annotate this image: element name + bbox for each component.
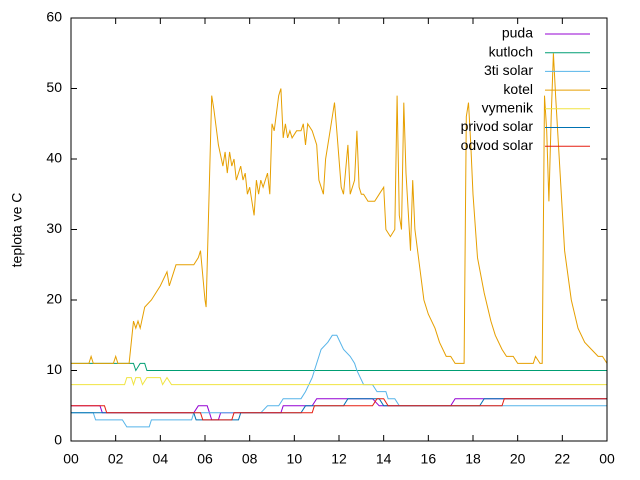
series-line [71,334,607,428]
x-tick-label: 06 [197,451,213,467]
x-tick-label: 00 [599,451,615,467]
legend-label: odvod solar [461,137,534,153]
x-tick-label: 14 [376,451,392,467]
x-tick-label: 04 [153,451,169,467]
legend-label: 3ti solar [484,62,533,78]
x-tick-label: 20 [510,451,526,467]
y-tick-label: 40 [46,150,62,166]
x-tick-label: 18 [465,451,481,467]
series-line [71,376,607,387]
legend-label: privod solar [461,118,534,134]
y-tick-label: 10 [46,361,62,377]
x-tick-label: 02 [108,451,124,467]
x-tick-label: 12 [331,451,347,467]
series-line [71,53,608,364]
y-tick-label: 0 [54,432,62,448]
legend-label: puda [502,25,533,41]
x-tick-label: 22 [555,451,571,467]
x-tick-label: 10 [287,451,303,467]
series-line [71,398,607,421]
y-tick-label: 50 [46,79,62,95]
plot-border [70,17,608,442]
series-line [71,398,607,421]
x-tick-label: 08 [242,451,258,467]
y-tick-label: 60 [46,9,62,25]
legend-label: kutloch [489,43,533,59]
y-tick-label: 30 [46,220,62,236]
legend-label: vymenik [482,100,534,116]
x-tick-label: 00 [63,451,79,467]
legend-label: kotel [503,81,533,97]
series-line [71,362,607,372]
y-tick-label: 20 [46,291,62,307]
x-tick-label: 16 [421,451,437,467]
y-axis-label: teplota ve C [9,193,25,268]
series-line [71,398,607,421]
